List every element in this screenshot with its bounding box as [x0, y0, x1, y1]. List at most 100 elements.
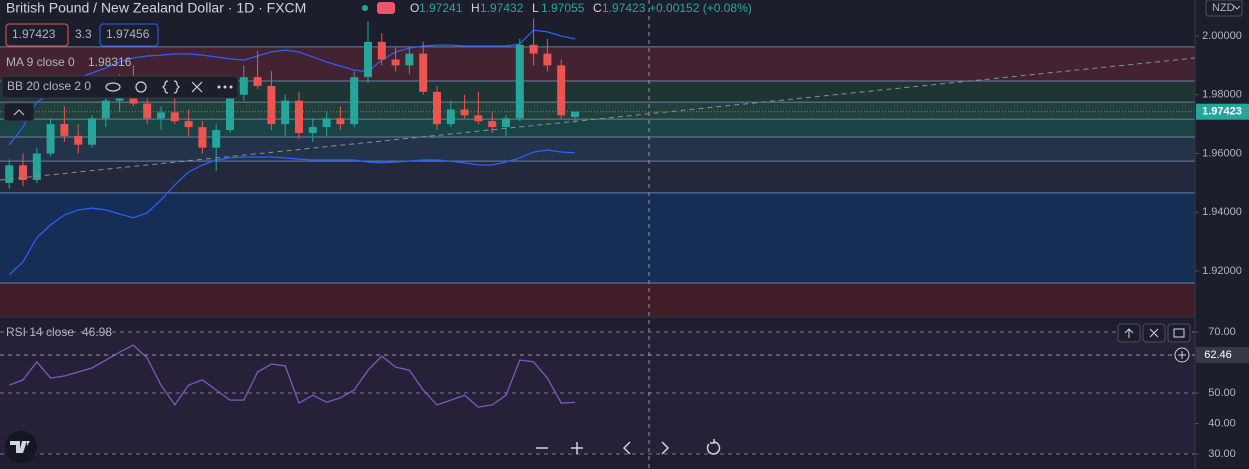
level-zone	[0, 119, 1195, 138]
dropdown-arrow	[1233, 5, 1241, 10]
candle-body	[515, 44, 524, 119]
last-price-label: 1.97423	[1202, 106, 1242, 118]
candle-body	[474, 115, 483, 122]
candle-body	[295, 100, 303, 133]
candle-body	[571, 111, 579, 118]
candle-body	[529, 44, 538, 54]
more-icon[interactable]	[217, 85, 233, 89]
currency: NZD	[1212, 2, 1235, 14]
y-tick-label: 1.94000	[1202, 206, 1242, 218]
source-icon[interactable]	[162, 80, 180, 94]
level-zone	[0, 46, 1195, 81]
crosshair-tag	[1196, 347, 1249, 364]
y-tick-label: 2.00000	[1202, 30, 1242, 42]
status-badge[interactable]	[377, 2, 395, 14]
candle-body	[226, 94, 234, 131]
level-zone	[0, 102, 1195, 120]
candle-body	[5, 165, 14, 183]
rsi-label: RSI 14 close	[6, 325, 74, 339]
buy-price: 1.97456	[106, 27, 150, 41]
y-tick-label: 1.92000	[1202, 265, 1242, 277]
trend-line	[0, 57, 1196, 181]
y-tick-label: 1.98000	[1202, 89, 1242, 101]
nav-controls	[536, 439, 721, 455]
y-tick-label: 1.96000	[1202, 147, 1242, 159]
candle-body	[350, 77, 359, 125]
ma-label: MA 9 close 0	[6, 55, 75, 69]
level-zone	[0, 283, 1195, 316]
bb-label: BB 20 close 2 0	[7, 79, 91, 93]
settings-icon[interactable]	[135, 81, 147, 93]
candle-body	[488, 121, 497, 128]
status-dot	[362, 5, 368, 11]
maximize-button[interactable]	[1167, 323, 1191, 343]
ohlc-value: 1.97432	[480, 1, 524, 15]
ohlc-letter: H	[471, 1, 480, 15]
ohlc-letter: O	[410, 1, 419, 15]
plus-icon	[1178, 351, 1186, 359]
logo	[10, 441, 30, 453]
remove-icon[interactable]	[191, 81, 203, 93]
candle-body	[74, 135, 83, 145]
candle-body	[267, 85, 276, 125]
candle-body	[543, 53, 552, 66]
ohlc-value: 1.97055	[541, 1, 585, 15]
sell-price: 1.97423	[12, 27, 56, 41]
candle-body	[184, 121, 193, 128]
ohlc: O 1.97241 H 1.97432 L 1.97055 C 1.97423 +0.00152…	[410, 1, 752, 15]
candle-body	[19, 165, 27, 180]
candle-body	[364, 41, 372, 78]
y-tick-label: 50.00	[1208, 387, 1236, 399]
rsi-pane	[0, 331, 1195, 455]
candle-body	[60, 124, 69, 136]
pane-icons	[1124, 328, 1185, 338]
zoom-in[interactable]	[571, 442, 583, 454]
candle-body	[377, 41, 386, 60]
level-zone	[0, 192, 1195, 284]
reset-view[interactable]	[706, 439, 721, 455]
candle-body	[308, 127, 317, 133]
ma-value: 1.98316	[88, 55, 132, 69]
candle-body	[101, 100, 110, 119]
chevron-up	[13, 109, 25, 116]
ohlc-letter: L	[532, 1, 539, 15]
candle-body	[198, 127, 207, 148]
candle-body	[391, 59, 400, 66]
bollinger-band	[8, 29, 576, 146]
currency-select[interactable]	[1205, 0, 1243, 17]
sell-button[interactable]	[5, 23, 69, 47]
eye-icon[interactable]	[105, 82, 121, 92]
buy-button[interactable]	[99, 23, 159, 47]
candle-body	[143, 103, 152, 119]
candle-body	[253, 77, 262, 86]
candle-body	[336, 118, 345, 125]
ohlc-letter: C	[593, 1, 602, 15]
candle-body	[433, 91, 441, 125]
ohlc-value: 1.97241	[419, 1, 463, 15]
candle-body	[239, 77, 248, 95]
candle-body	[281, 100, 290, 125]
scroll-right[interactable]	[661, 441, 670, 455]
bollinger-band	[8, 149, 576, 276]
rsi-line	[8, 344, 576, 408]
candle-body	[419, 53, 428, 92]
collapse-button[interactable]	[3, 102, 35, 122]
candle-body	[88, 118, 96, 145]
candle-body	[460, 109, 469, 116]
level-zone	[0, 137, 1195, 162]
scroll-left[interactable]	[622, 441, 631, 455]
y-tick-label: 30.00	[1208, 448, 1236, 460]
spread: 3.3	[75, 27, 92, 41]
level-zone	[0, 161, 1195, 193]
rsi-value: 46.98	[82, 325, 112, 339]
axis-labels: 1.97423 2.00000 1.98000 1.96000 1.94000 1.920…	[1195, 30, 1249, 460]
candle-body	[557, 65, 566, 116]
crosshair-label: 62.46	[1204, 349, 1232, 361]
price-axis	[1195, 0, 1249, 469]
change: +0.00152 (+0.08%)	[649, 1, 752, 15]
symbol-title: British Pound / New Zealand Dollar · 1D …	[6, 0, 306, 16]
candle-body	[46, 124, 55, 154]
candle-body	[502, 118, 510, 128]
last-price-tag	[1196, 103, 1249, 120]
